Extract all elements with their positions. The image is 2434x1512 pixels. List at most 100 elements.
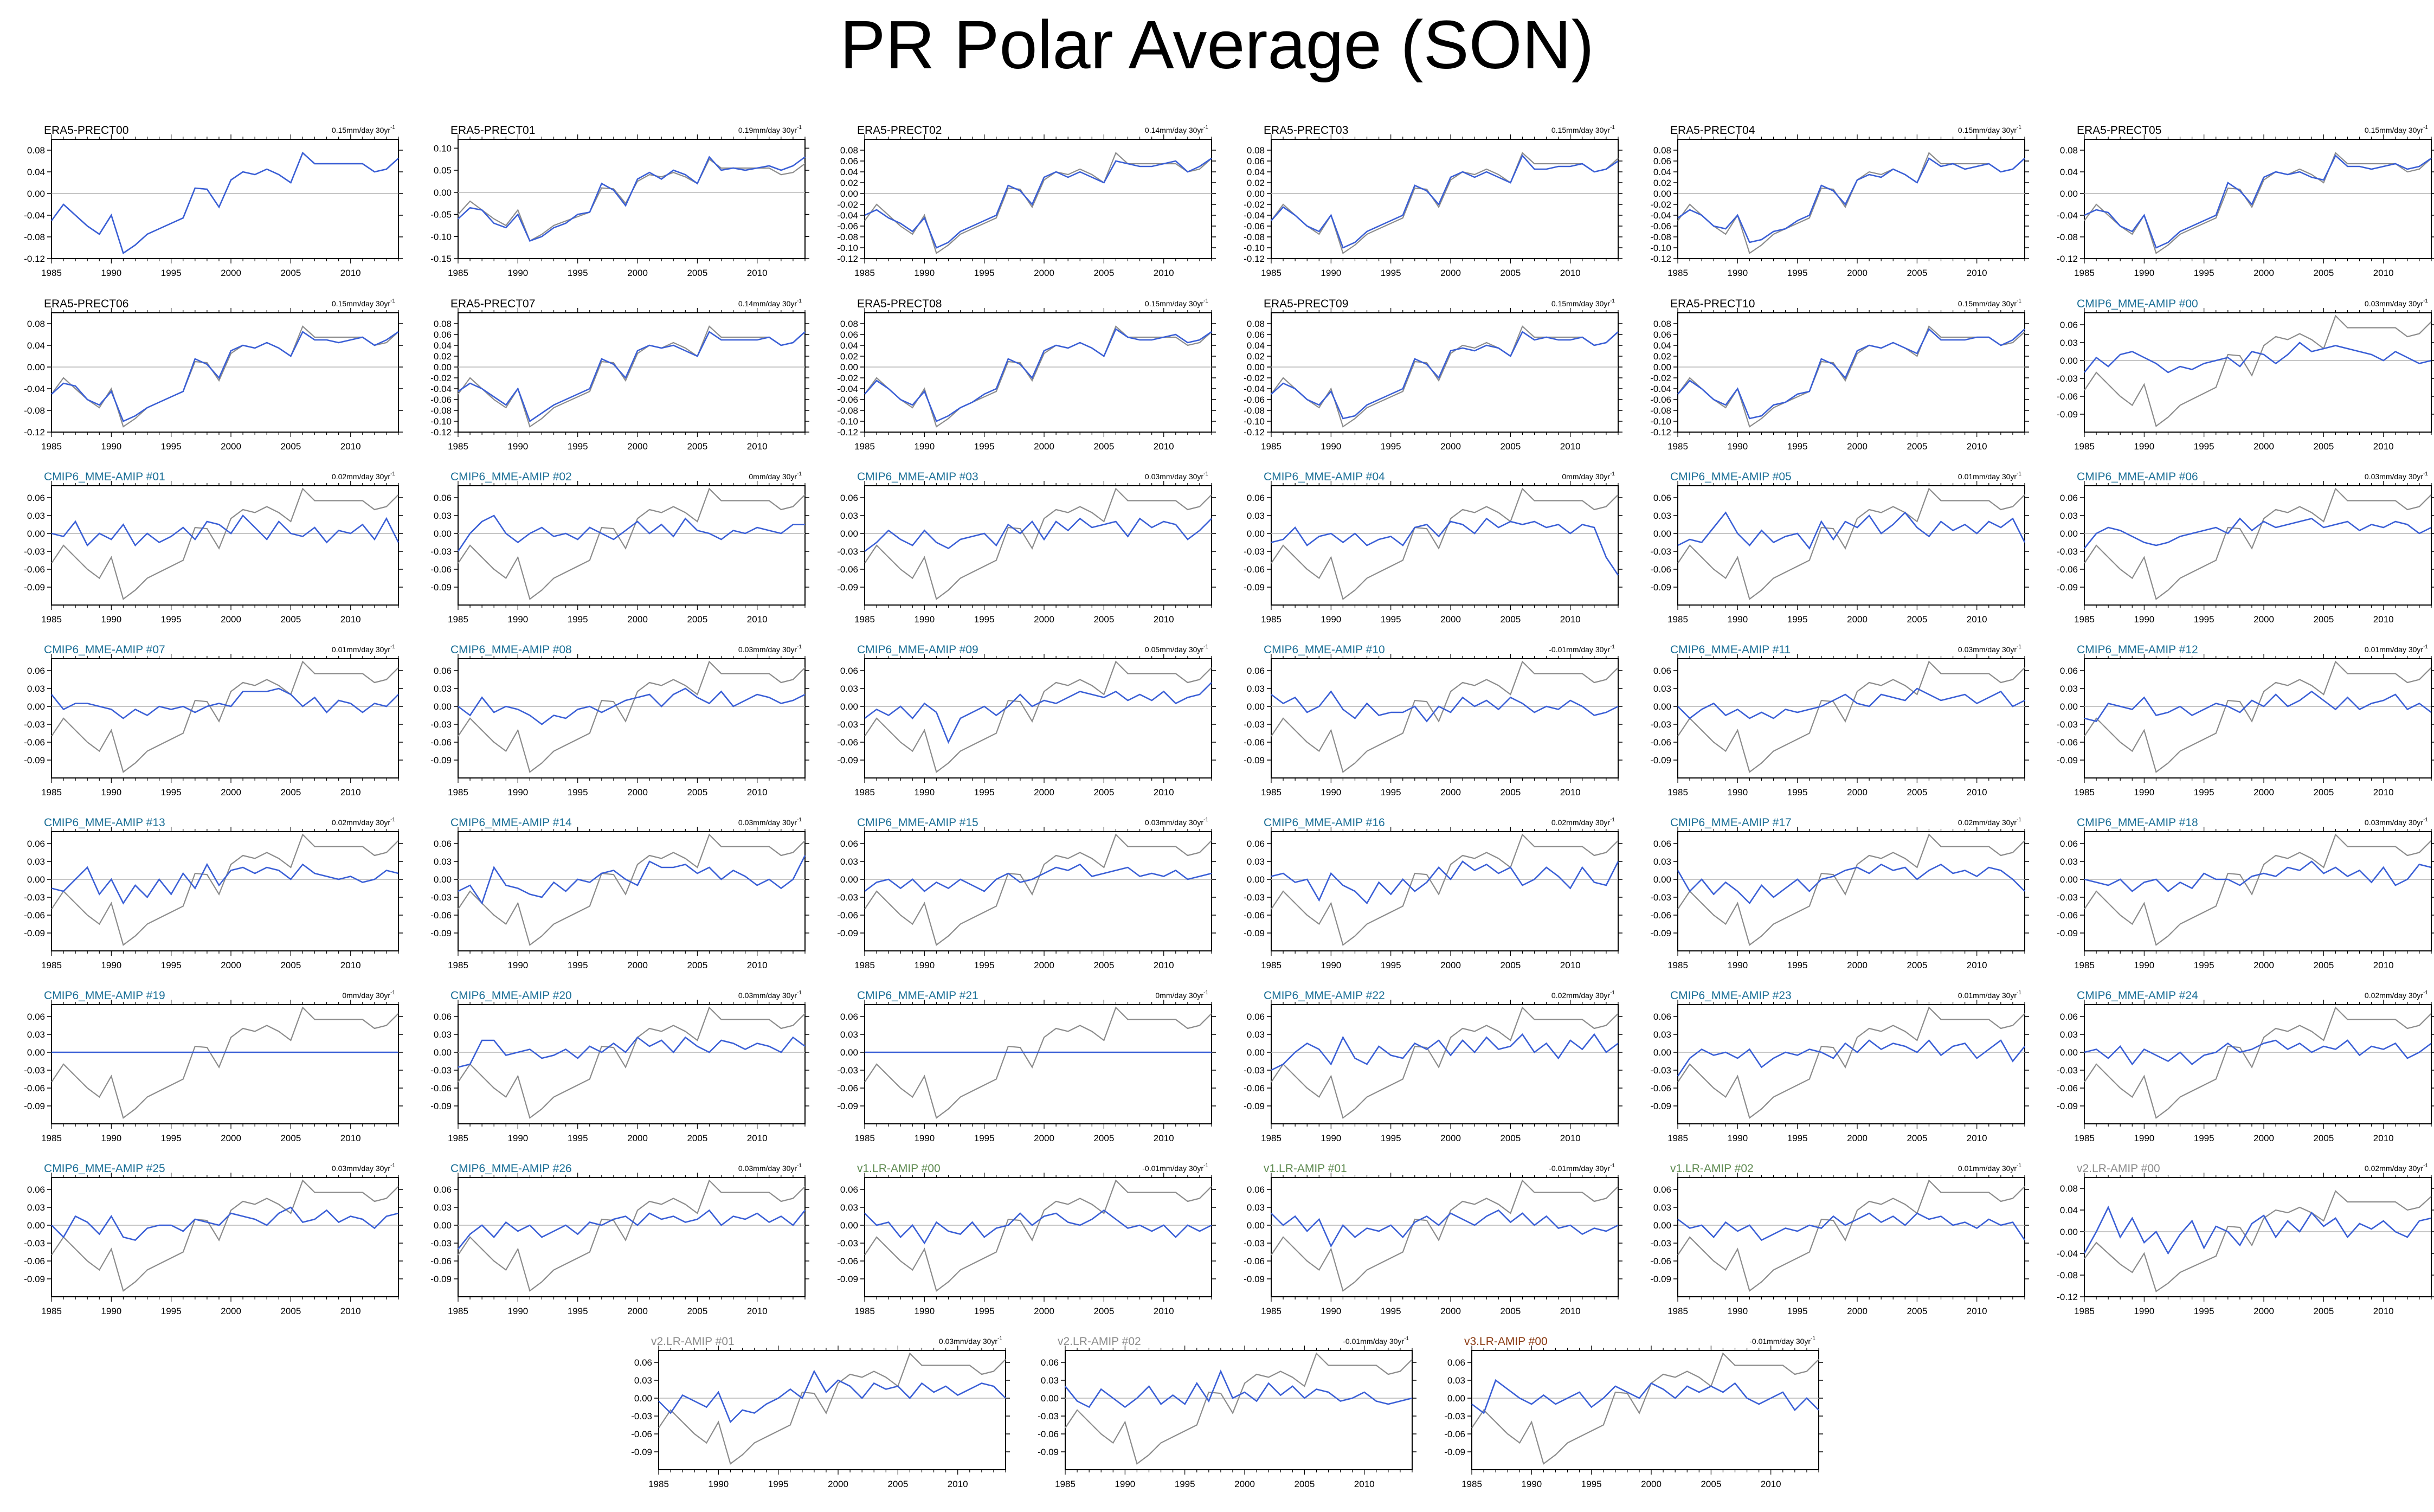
y-tick-label: -0.06 — [837, 737, 858, 748]
y-tick-label: -0.08 — [24, 406, 45, 416]
y-tick-label: 0.03 — [634, 1375, 652, 1386]
y-tick-label: 0.06 — [434, 839, 452, 849]
model-line — [1271, 1209, 1619, 1248]
y-tick-label: -0.06 — [2057, 391, 2078, 402]
y-tick-label: 0.00 — [634, 1393, 652, 1404]
trend-exponent: -1 — [2017, 644, 2021, 650]
y-tick-label: -0.06 — [2057, 1083, 2078, 1093]
panel-title: CMIP6_MME-AMIP #14 — [450, 816, 572, 829]
y-tick-label: -0.04 — [837, 384, 858, 394]
x-tick-label: 1985 — [1261, 787, 1282, 797]
plot-frame — [51, 831, 399, 951]
trend-label: 0.03mm/day 30yr-1 — [2365, 471, 2429, 481]
x-tick-label: 2010 — [2373, 1306, 2394, 1316]
y-tick-label: -0.09 — [2057, 928, 2078, 938]
y-tick-label: 0.03 — [840, 1030, 858, 1040]
x-tick-label: 2000 — [1440, 787, 1461, 797]
y-tick-label: 0.06 — [2060, 320, 2078, 330]
x-tick-label: 2005 — [1500, 614, 1521, 625]
x-tick-label: 1995 — [974, 960, 995, 970]
x-tick-label: 2005 — [1294, 1479, 1315, 1489]
x-tick-label: 2005 — [1500, 1306, 1521, 1316]
x-tick-label: 2000 — [2253, 1306, 2274, 1316]
x-tick-label: 1990 — [1727, 787, 1748, 797]
x-tick-label: 2005 — [1093, 1133, 1114, 1143]
trend-label: 0.01mm/day 30yr-1 — [2365, 644, 2429, 654]
plot-frame — [2084, 1177, 2432, 1297]
trend-label: -0.01mm/day 30yr-1 — [1343, 1336, 1409, 1346]
y-tick-label: 0.00 — [1247, 189, 1265, 199]
y-tick-label: 0.06 — [27, 493, 45, 503]
trend-exponent: -1 — [390, 298, 395, 304]
y-tick-label: -0.02 — [1650, 200, 1671, 210]
x-tick-label: 2010 — [1560, 787, 1581, 797]
reference-line — [1677, 1179, 2025, 1292]
x-tick-label: 1995 — [568, 614, 588, 625]
x-tick-label: 2010 — [340, 960, 361, 970]
trend-exponent: -1 — [1610, 125, 1615, 131]
x-tick-label: 2000 — [221, 1306, 241, 1316]
y-tick-label: 0.00 — [434, 188, 452, 198]
x-tick-label: 2005 — [280, 787, 301, 797]
panel-title: CMIP6_MME-AMIP #07 — [44, 644, 165, 656]
x-tick-label: 1990 — [101, 268, 121, 278]
plot-frame — [1677, 1177, 2025, 1297]
x-tick-label: 1990 — [507, 268, 528, 278]
model-line — [1677, 1212, 2026, 1241]
trend-exponent: -1 — [1203, 990, 1208, 996]
x-tick-label: 1990 — [914, 1306, 935, 1316]
x-tick-label: 1985 — [2074, 1133, 2095, 1143]
x-tick-label: 2005 — [1500, 268, 1521, 278]
y-tick-label: 0.08 — [840, 319, 858, 329]
plot-frame — [51, 1004, 399, 1124]
x-tick-label: 2000 — [627, 960, 648, 970]
y-tick-label: 0.00 — [2060, 1227, 2078, 1237]
x-tick-label: 1990 — [507, 614, 528, 625]
reference-line — [2084, 1190, 2432, 1292]
x-tick-label: 2000 — [221, 441, 241, 452]
y-tick-label: -0.03 — [2057, 546, 2078, 557]
trend-label: 0.02mm/day 30yr-1 — [1551, 990, 1615, 1000]
x-tick-label: 2005 — [1907, 614, 1927, 625]
reference-line — [1271, 660, 1619, 773]
x-tick-label: 1985 — [854, 1133, 875, 1143]
chart-panel: CMIP6_MME-AMIP #16 0.02mm/day 30yr-1 -0.09… — [1244, 816, 1622, 970]
y-tick-label: 0.06 — [840, 330, 858, 340]
x-tick-label: 1990 — [1321, 1133, 1341, 1143]
x-tick-label: 1990 — [507, 441, 528, 452]
y-tick-label: 0.04 — [2060, 167, 2078, 177]
x-tick-label: 1990 — [1727, 1306, 1748, 1316]
panel-title: ERA5-PRECT00 — [44, 124, 128, 137]
x-tick-label: 2005 — [1500, 441, 1521, 452]
x-tick-label: 2010 — [1154, 441, 1174, 452]
x-tick-label: 2005 — [1907, 1133, 1927, 1143]
trend-label: 0.02mm/day 30yr-1 — [1958, 817, 2022, 827]
y-tick-label: -0.12 — [24, 427, 45, 437]
x-tick-label: 2005 — [687, 960, 707, 970]
x-tick-label: 2010 — [1967, 268, 1987, 278]
panel-title: ERA5-PRECT01 — [450, 124, 535, 137]
model-line — [2084, 860, 2432, 892]
y-tick-label: -0.08 — [24, 232, 45, 242]
chart-panel: CMIP6_MME-AMIP #23 0.01mm/day 30yr-1 -0.09… — [1650, 989, 2029, 1143]
x-tick-label: 1990 — [2134, 614, 2154, 625]
model-line — [1271, 331, 1619, 420]
y-tick-label: 0.06 — [2060, 666, 2078, 676]
chart-panel: CMIP6_MME-AMIP #07 0.01mm/day 30yr-1 -0.09… — [24, 644, 403, 797]
trend-label: -0.01mm/day 30yr-1 — [1749, 1336, 1815, 1346]
x-tick-label: 1990 — [101, 614, 121, 625]
y-tick-label: 0.06 — [1247, 839, 1265, 849]
y-tick-label: 0.00 — [1247, 529, 1265, 539]
chart-panel: ERA5-PRECT09 0.15mm/day 30yr-1-0.12-0.10-… — [1244, 298, 1622, 452]
reference-line — [2084, 833, 2432, 946]
y-tick-label: -0.03 — [2057, 1065, 2078, 1076]
trend-label: 0.02mm/day 30yr-1 — [1551, 817, 1615, 827]
chart-panel: CMIP6_MME-AMIP #06 0.03mm/day 30yr-1 -0.09… — [2057, 471, 2434, 625]
x-tick-label: 2000 — [221, 614, 241, 625]
trend-label: 0.15mm/day 30yr-1 — [332, 298, 396, 308]
y-tick-label: 0.06 — [840, 1185, 858, 1195]
x-tick-label: 2000 — [1034, 1133, 1054, 1143]
y-tick-label: -0.06 — [430, 564, 452, 575]
plot-frame — [1271, 831, 1619, 951]
y-tick-label: 0.03 — [1247, 684, 1265, 694]
